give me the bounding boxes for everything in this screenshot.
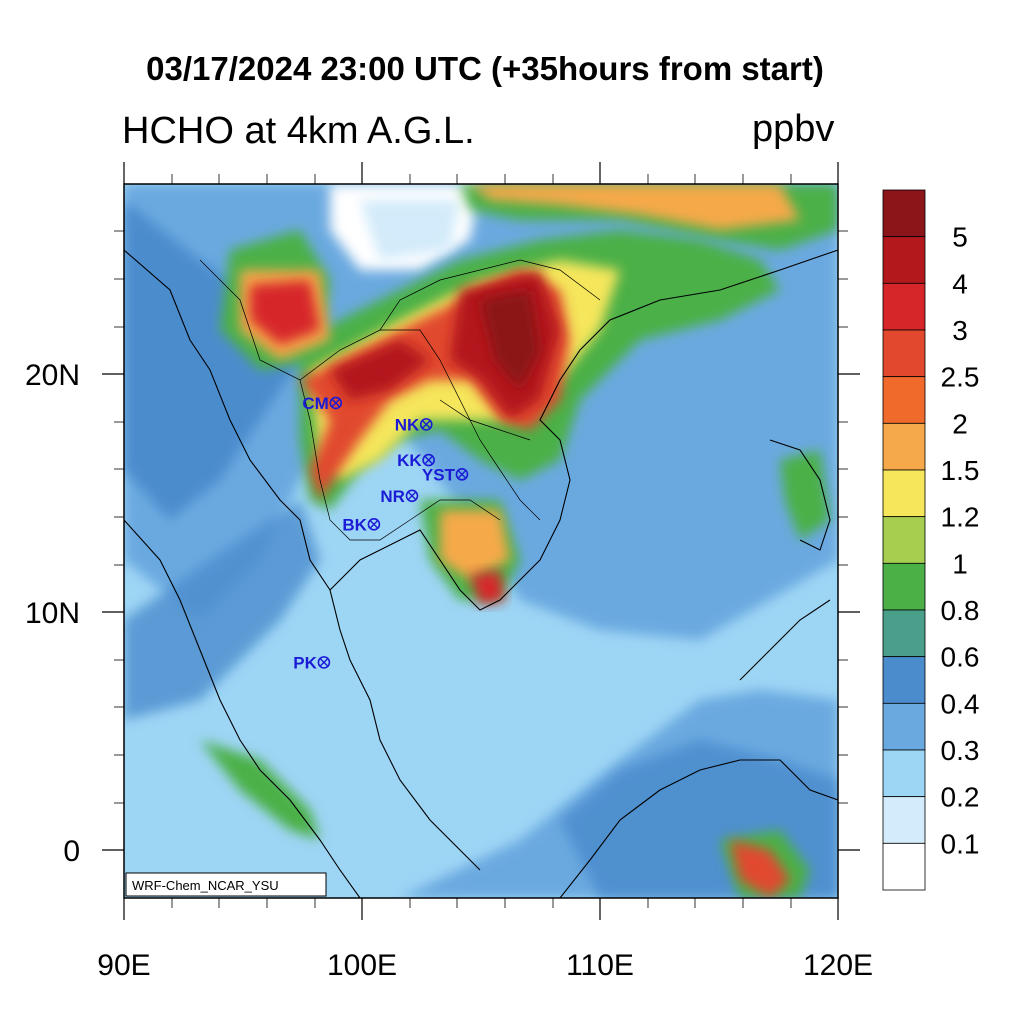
x-tick-label: 110E [566,949,634,982]
legend-swatch [882,562,926,611]
legend-swatch [882,469,926,518]
variable-label: HCHO at 4km A.G.L. [122,110,475,152]
y-tick-label: 0 [63,835,80,868]
legend-swatch [882,656,926,704]
station-marker-icon [317,656,331,669]
station-label: KK [397,451,422,470]
coastlines [124,249,838,898]
station-marker-icon [422,453,435,467]
legend-label: 0.4 [941,688,980,719]
station-cm: CM [302,394,343,413]
legend-label: 0.1 [941,828,980,859]
station-nr: NR [380,487,419,506]
station-yst: YST [422,465,469,484]
legend-swatch [882,422,926,471]
model-credit-text: WRF-Chem_NCAR_YSU [132,878,279,893]
x-tick-label: 100E [327,949,397,982]
legend-label: 1.2 [941,502,980,533]
legend-swatch [882,329,926,378]
station-marker-icon [405,489,419,503]
station-label: NK [395,415,420,434]
station-label: YST [422,465,456,484]
legend-swatch [882,702,926,751]
station-label: NR [380,487,405,506]
legend-swatch [882,796,926,844]
legend-swatch [882,376,926,424]
y-tick-label: 10N [25,597,80,630]
axis-ticks [102,162,860,920]
legend-label: 3 [952,315,968,346]
station-kk: KK [397,451,435,470]
minor-ticks [114,174,848,908]
map-title: 03/17/2024 23:00 UTC (+35hours from star… [146,50,824,87]
legend-swatch [882,609,926,658]
legend-label: 0.8 [941,595,980,626]
units-label: ppbv [752,108,835,150]
station-marker-icon [419,418,433,431]
legend-label: 0.3 [941,735,980,766]
x-tick-label: 90E [97,949,150,982]
station-bk: BK [342,515,381,534]
legend-label: 5 [952,222,968,253]
legend-swatch [882,516,926,564]
color-legend: 5 4 3 2.5 2 1.5 1.2 1 0.8 0.6 0.4 0.3 0.2 0.1 [882,189,980,891]
legend-swatch [882,282,926,331]
plot-frame [123,183,839,899]
station-label: CM [302,394,328,413]
legend-swatch [882,842,926,891]
legend-label: 4 [952,268,968,299]
legend-label: 0.2 [941,782,980,813]
legend-swatch [882,189,926,238]
legend-label: 1 [952,548,968,579]
legend-label: 0.6 [941,642,980,673]
station-marker-icon [329,396,343,410]
y-tick-label: 20N [25,359,80,392]
station-pk: PK [293,653,331,672]
station-label: PK [293,653,317,672]
legend-swatch [882,749,926,798]
legend-label: 1.5 [941,455,980,486]
x-tick-label: 120E [803,949,873,982]
legend-label: 2.5 [941,362,980,393]
model-credit: WRF-Chem_NCAR_YSU [125,872,327,897]
legend-swatch [882,236,926,284]
country-borders [199,259,601,541]
station-label: BK [342,515,367,534]
station-marker-icon [367,518,381,531]
legend-label: 2 [952,408,968,439]
station-nk: NK [395,415,433,434]
station-marker-icon [455,468,469,481]
